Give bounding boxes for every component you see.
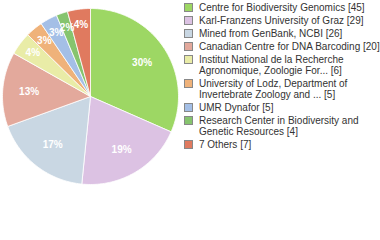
html-text:University of Lodz, Department: University of Lodz, Department of Invert… — [199, 78, 348, 100]
svg-text:13%: 13% — [19, 86, 39, 97]
html-text:Canadian Centre for DNA Barcod: Canadian Centre for DNA Barcoding [20] — [199, 41, 380, 52]
html-text:Institut National de la Recher: Institut National de la Recherche Agrono… — [199, 54, 344, 76]
svg-text:3%: 3% — [48, 27, 64, 39]
svg-text:19%: 19% — [112, 144, 132, 155]
svg-text:30%: 30% — [132, 57, 152, 68]
html-text:UMR Dynafor [5]: UMR Dynafor [5] — [199, 102, 274, 113]
html-text:Karl-Franzens University of Gr: Karl-Franzens University of Graz [29] — [199, 15, 364, 26]
html-text:Mined from GenBank, NCBI [26]: Mined from GenBank, NCBI [26] — [199, 28, 343, 39]
svg-text:4%: 4% — [26, 47, 41, 58]
html-text:Research Center in Biodiversit: Research Center in Biodiversity and Gene… — [199, 115, 359, 137]
svg-text:3%: 3% — [37, 35, 52, 47]
svg-text:2%: 2% — [60, 22, 75, 33]
html-text:Centre for Biodiversity Genomi: Centre for Biodiversity Genomics [45] — [199, 2, 365, 13]
html-text:7 Others [7]: 7 Others [7] — [199, 139, 252, 150]
svg-text:17%: 17% — [43, 139, 63, 150]
svg-text:4%: 4% — [74, 19, 89, 30]
